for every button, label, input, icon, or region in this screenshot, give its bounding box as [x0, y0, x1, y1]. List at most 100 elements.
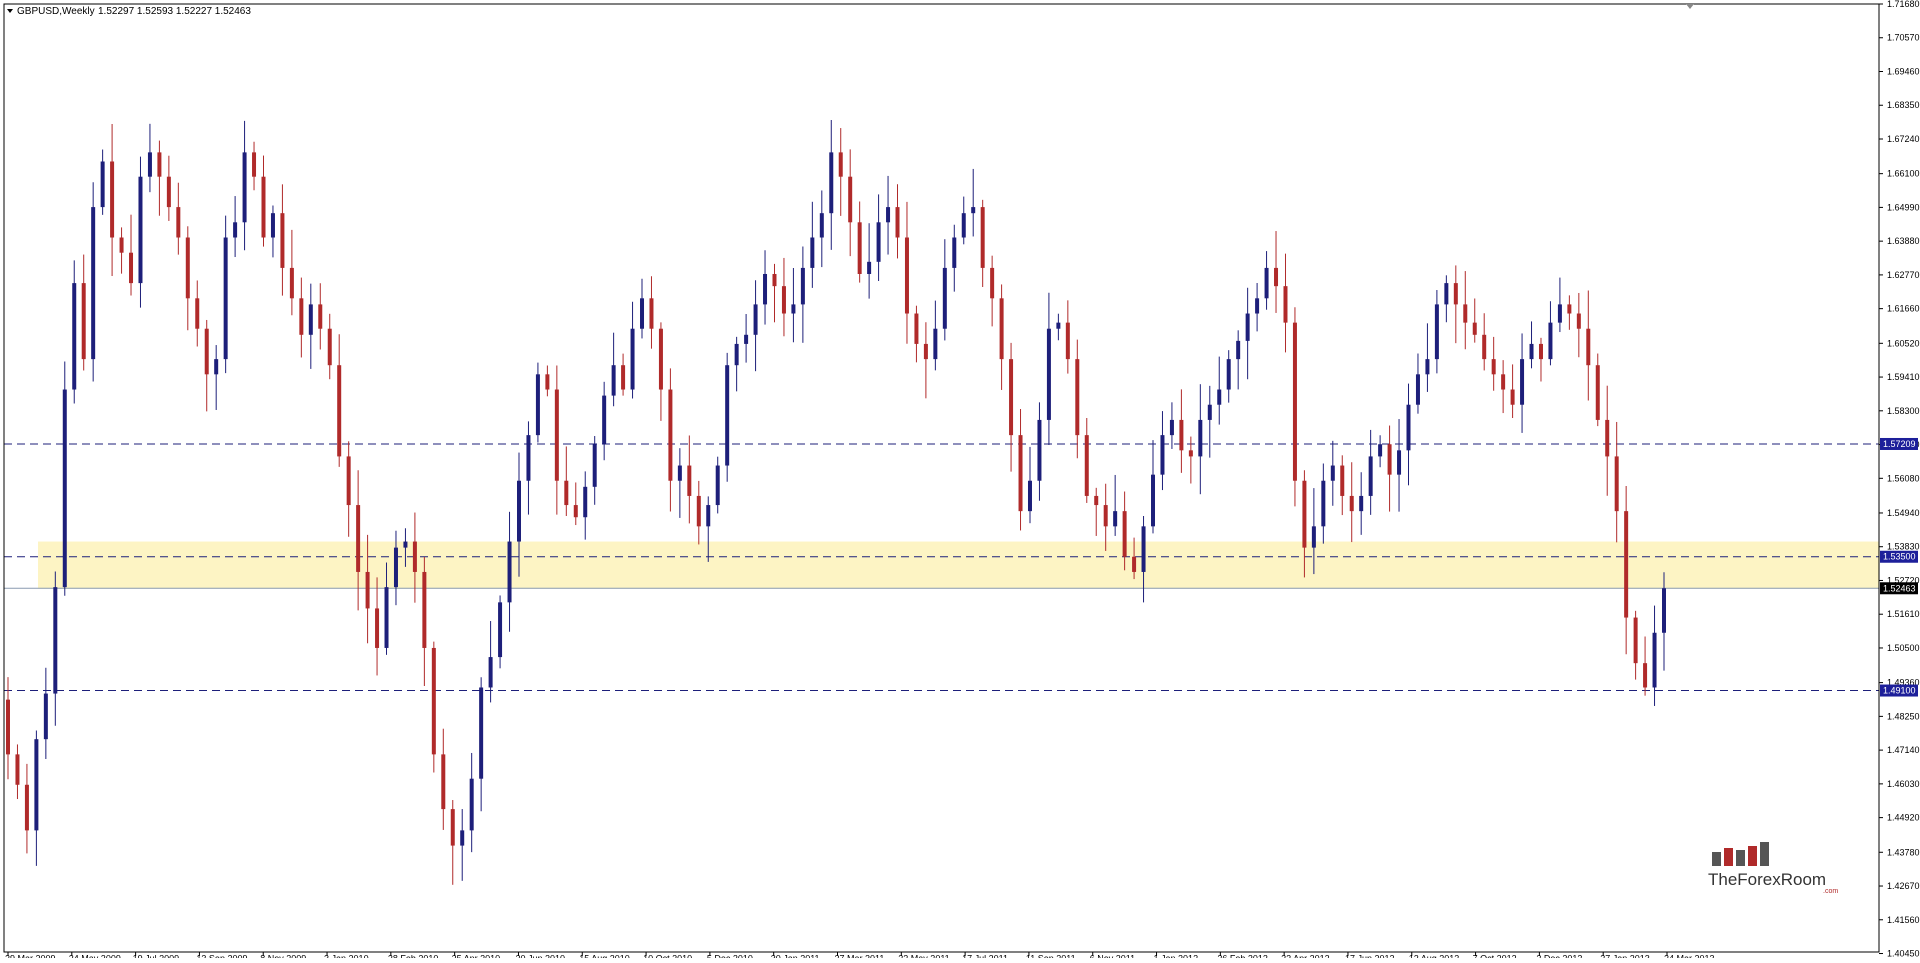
- y-tick-label: 1.41560: [1887, 915, 1920, 925]
- candle-body: [725, 365, 730, 466]
- candle-body: [469, 778, 474, 831]
- x-tick-label: 17 Jul 2011: [962, 953, 1008, 958]
- x-tick-label: 10 Oct 2010: [643, 953, 692, 958]
- x-tick-label: 17 Jun 2012: [1345, 953, 1395, 958]
- candle-body: [886, 207, 891, 223]
- candle-body: [1529, 343, 1534, 360]
- y-tick-label: 1.71680: [1887, 0, 1920, 9]
- candle-body: [346, 456, 351, 506]
- candle-body: [1236, 340, 1241, 360]
- time-axis: 29 Mar 2009 24 May 2009 19 Jul 2009 13 Sep …: [5, 952, 1715, 963]
- candle-body: [630, 328, 635, 390]
- candle-body: [1633, 617, 1638, 664]
- candle-body: [1425, 359, 1430, 375]
- candle-body: [904, 237, 909, 314]
- candle-body: [1009, 359, 1014, 436]
- y-tick-label: 1.69460: [1887, 66, 1920, 76]
- x-tick-label: 22 May 2011: [898, 953, 949, 958]
- x-tick-label: 13 Sep 2009: [196, 953, 247, 958]
- candle-body: [1037, 419, 1042, 481]
- candle-body: [34, 739, 39, 831]
- candle-body: [356, 505, 361, 572]
- x-tick-label: 1 Jan 2012: [1154, 953, 1199, 958]
- candle-body: [488, 657, 493, 688]
- candle-body: [687, 465, 692, 496]
- candle-body: [980, 207, 985, 268]
- collapse-arrow-icon[interactable]: [7, 9, 13, 13]
- candle-body: [781, 286, 786, 314]
- level-price-tag: [1880, 550, 1918, 563]
- candle-body: [498, 602, 503, 658]
- x-tick-label: 22 Apr 2012: [1281, 953, 1330, 958]
- x-tick-label: 2 Dec 2012: [1536, 953, 1582, 958]
- candle-body: [573, 505, 578, 518]
- candle-body: [233, 222, 238, 238]
- y-tick-label: 1.52720: [1887, 575, 1920, 585]
- candle-body: [460, 830, 465, 846]
- candle-body: [1538, 343, 1543, 360]
- candle-body: [166, 176, 171, 208]
- candle-body: [72, 283, 77, 390]
- candle-body: [933, 328, 938, 360]
- x-tick-label: 11 Sep 2011: [1026, 953, 1076, 958]
- y-tick-label: 1.63880: [1887, 236, 1920, 246]
- y-tick-label: 1.43780: [1887, 847, 1920, 857]
- candle-body: [923, 343, 928, 360]
- candle-body: [772, 273, 777, 287]
- candle-body: [668, 389, 673, 481]
- x-tick-label: 30 Jan 2011: [771, 953, 820, 958]
- candle-body: [147, 152, 152, 177]
- ohlc-label: 1.52297 1.52593 1.52227 1.52463: [98, 6, 251, 17]
- candle-body: [1614, 456, 1619, 512]
- y-tick-label: 1.66100: [1887, 169, 1920, 179]
- candle-body: [1283, 286, 1288, 323]
- x-tick-label: 20 Jun 2010: [515, 953, 565, 958]
- candle-body: [1151, 474, 1156, 527]
- y-tick-label: 1.61660: [1887, 304, 1920, 314]
- support-zone: [38, 541, 1879, 589]
- candle-body: [1359, 495, 1364, 512]
- candle-body: [252, 152, 257, 177]
- x-tick-label: 28 Feb 2010: [388, 953, 439, 958]
- candle-body: [53, 587, 58, 694]
- candle-body: [1576, 313, 1581, 329]
- x-tick-label: 8 Nov 2009: [260, 953, 306, 958]
- candle-body: [1188, 450, 1193, 457]
- candle-body: [895, 207, 900, 238]
- x-tick-label: 12 Aug 2012: [1409, 953, 1460, 958]
- candle-body: [715, 465, 720, 506]
- candle-body: [810, 237, 815, 268]
- level-price-label: 1.49100: [1883, 686, 1916, 696]
- x-tick-label: 7 Oct 2012: [1473, 953, 1517, 958]
- y-tick-label: 1.58300: [1887, 406, 1920, 416]
- candle-body: [1103, 505, 1108, 527]
- candle-body: [1491, 359, 1496, 375]
- candle-body: [1387, 444, 1392, 475]
- candle-body: [1302, 480, 1307, 548]
- candle-body: [1179, 419, 1184, 451]
- candle-body: [1330, 465, 1335, 481]
- candle-body: [677, 465, 682, 481]
- chart-shift-icon[interactable]: [1686, 4, 1694, 9]
- level-price-label: 1.53500: [1883, 552, 1916, 562]
- candle-body: [384, 587, 389, 648]
- candle-body: [1207, 404, 1212, 420]
- candle-body: [800, 267, 805, 305]
- candle-body: [734, 343, 739, 366]
- y-tick-label: 1.56080: [1887, 473, 1920, 483]
- candle-body: [441, 754, 446, 810]
- candle-body: [1662, 588, 1666, 633]
- candle-body: [261, 176, 266, 238]
- x-tick-label: 19 Jul 2009: [133, 953, 180, 958]
- x-tick-label: 24 May 2009: [69, 953, 121, 958]
- x-tick-label: 24 Mar 2013: [1664, 953, 1715, 958]
- candle-body: [318, 304, 323, 329]
- candle-body: [1652, 632, 1657, 688]
- candle-body: [1169, 419, 1174, 436]
- y-tick-label: 1.48250: [1887, 711, 1920, 721]
- y-tick-label: 1.49360: [1887, 678, 1920, 688]
- candle-body: [545, 374, 550, 390]
- candle-body: [848, 176, 853, 223]
- candle-body: [119, 237, 124, 253]
